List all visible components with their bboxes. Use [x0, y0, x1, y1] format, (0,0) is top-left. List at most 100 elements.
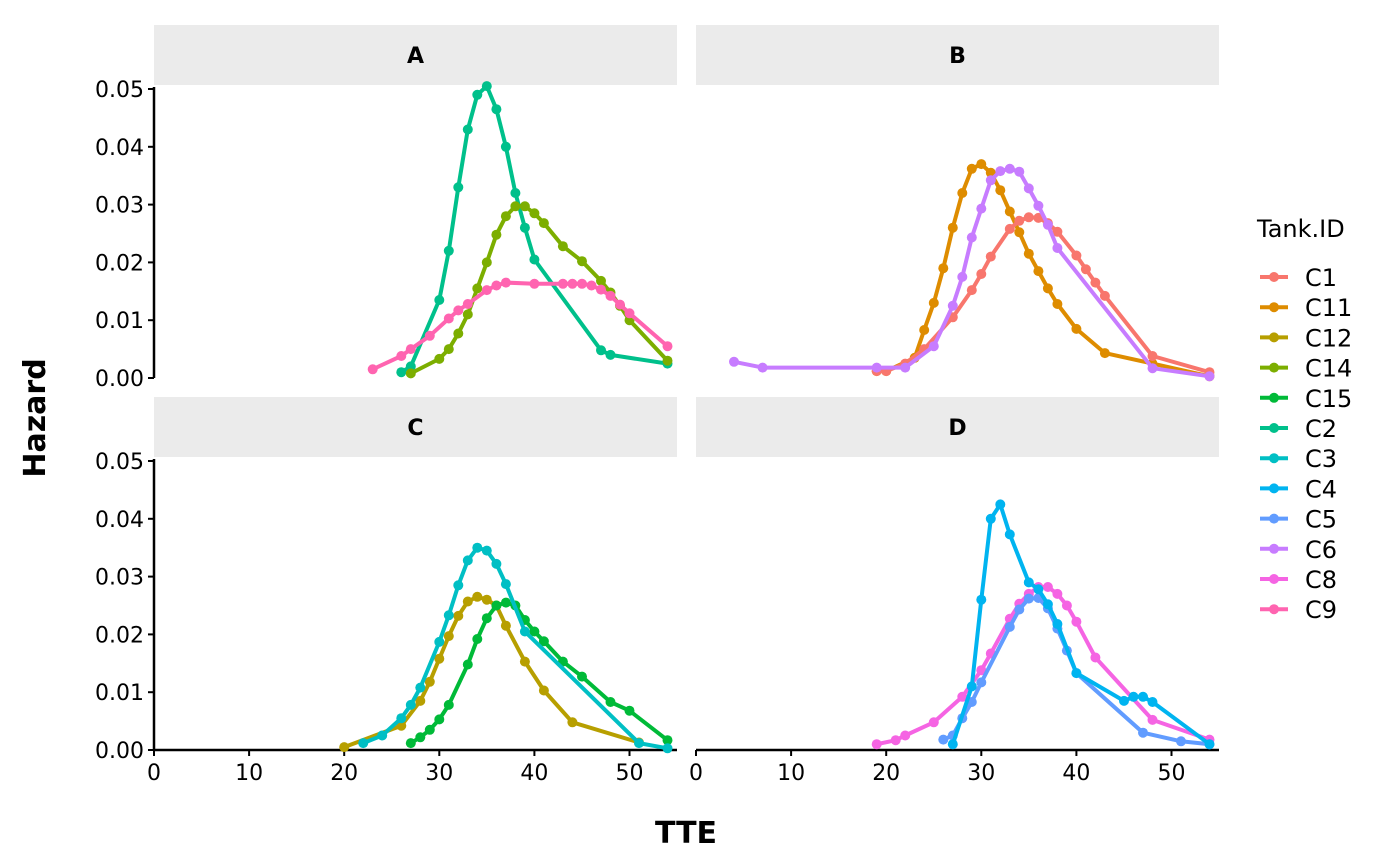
strip-background: [696, 397, 1219, 457]
data-point: [510, 188, 521, 198]
panel-C: C 0.00 0.01 0.02 0.03 0.04 0.05 0 10 20 30 40 50: [95, 397, 677, 786]
data-point: [976, 269, 987, 279]
data-point: [405, 368, 416, 379]
series-line: [950, 502, 1212, 747]
data-point: [976, 677, 987, 688]
panel-D: D 0 10 20 30 40 50: [689, 397, 1219, 786]
data-point: [443, 631, 454, 642]
strip-background: [696, 25, 1219, 85]
data-point: [481, 594, 492, 605]
y-tick-label: 0.02: [95, 251, 144, 276]
data-point: [966, 285, 977, 296]
panels-group: A 0.00 0.01 0.02 0.03 0.04 0.05 B C 0.00 0.01 0.02 0…: [95, 25, 1219, 786]
data-point: [1138, 691, 1148, 702]
data-point: [443, 344, 454, 355]
series-line: [361, 545, 670, 751]
data-point: [1204, 371, 1215, 382]
data-point: [985, 513, 996, 524]
legend-label: C1: [1305, 264, 1337, 292]
data-point: [928, 341, 939, 352]
data-point: [434, 353, 445, 364]
data-point: [443, 610, 454, 621]
data-point: [1176, 736, 1186, 747]
data-point: [615, 299, 625, 310]
data-point: [1147, 363, 1158, 374]
legend-label: C3: [1305, 445, 1337, 473]
x-tick-label: 10: [235, 761, 263, 786]
series-C9: [367, 277, 673, 375]
data-point: [519, 222, 530, 233]
x-axis-title: TTE: [655, 816, 717, 851]
data-point: [472, 283, 483, 294]
data-point: [1061, 600, 1072, 611]
x-tick-label: 50: [616, 761, 644, 786]
x-tick-label: 40: [1062, 761, 1090, 786]
data-point: [1204, 739, 1215, 750]
x-tick-label: 10: [777, 761, 805, 786]
data-point: [405, 361, 416, 372]
data-point: [1023, 577, 1034, 588]
y-tick-label: 0.04: [95, 508, 144, 533]
legend-item: C15: [1260, 385, 1352, 413]
data-point: [1033, 212, 1044, 223]
data-point: [1099, 290, 1110, 301]
data-point: [995, 499, 1006, 510]
data-point: [500, 620, 511, 631]
data-point: [557, 241, 568, 252]
series-line: [874, 585, 1212, 747]
data-point: [586, 280, 597, 291]
data-point: [472, 89, 483, 100]
data-point: [377, 730, 388, 741]
legend-item: C5: [1260, 506, 1337, 534]
data-point: [1004, 223, 1015, 234]
data-point: [577, 671, 587, 682]
legend-label: C14: [1305, 355, 1352, 383]
legend-key-point: [1269, 604, 1279, 615]
legend-item: C12: [1260, 324, 1352, 352]
data-point: [396, 367, 407, 378]
data-point: [557, 278, 568, 289]
data-point: [1023, 183, 1034, 194]
data-point: [596, 284, 606, 295]
series-C12: [339, 591, 644, 753]
data-point: [481, 545, 492, 556]
legend-item: C8: [1260, 566, 1337, 594]
data-point: [871, 739, 882, 750]
data-point: [510, 201, 521, 212]
data-point: [481, 257, 492, 268]
data-point: [976, 203, 987, 214]
data-point: [1052, 299, 1063, 309]
legend-item: C14: [1260, 355, 1352, 383]
data-point: [928, 297, 939, 308]
legend-label: C8: [1305, 566, 1337, 594]
data-point: [976, 594, 987, 605]
data-point: [500, 579, 511, 590]
data-point: [662, 735, 673, 746]
data-point: [1147, 697, 1158, 707]
data-point: [1071, 668, 1082, 679]
y-tick-label: 0.04: [95, 136, 144, 161]
data-point: [472, 591, 483, 602]
data-point: [1138, 727, 1148, 738]
legend-label: C6: [1305, 536, 1337, 564]
panel-A: A 0.00 0.01 0.02 0.03 0.04 0.05: [95, 25, 677, 392]
data-point: [396, 713, 407, 724]
data-point: [947, 222, 958, 233]
data-point: [1014, 166, 1025, 177]
legend-key-point: [1269, 272, 1279, 282]
data-point: [434, 653, 445, 664]
data-point: [424, 330, 435, 341]
data-point: [491, 229, 502, 240]
data-point: [529, 208, 540, 219]
data-point: [339, 742, 350, 753]
data-point: [443, 699, 454, 710]
y-tick-label: 0.03: [95, 566, 144, 591]
series-C1: [871, 212, 1215, 378]
data-point: [415, 682, 426, 693]
y-tick-label: 0.01: [95, 681, 144, 706]
data-point: [662, 743, 673, 754]
y-tick-label: 0.00: [95, 367, 144, 392]
data-point: [1004, 206, 1015, 217]
legend-key-point: [1269, 423, 1279, 433]
